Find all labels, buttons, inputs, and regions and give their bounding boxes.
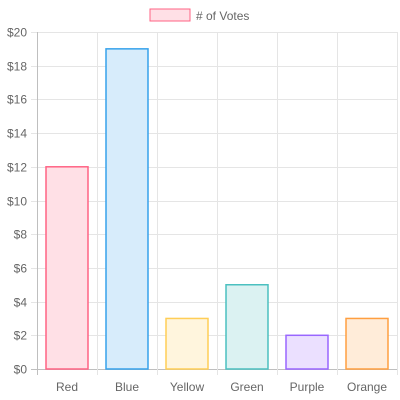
bar-blue[interactable] [105,48,149,370]
y-tick-label: $14 [7,127,27,141]
legend[interactable]: # of Votes [149,8,249,23]
x-tick-label: Purple [290,380,325,394]
x-axis-ticks: Red Blue Yellow Green Purple Orange [56,380,387,394]
bar-red[interactable] [45,166,89,370]
y-tick-label: $0 [14,363,28,377]
y-tick-label: $12 [7,161,27,175]
legend-swatch[interactable] [149,8,191,22]
y-tick-label: $20 [7,26,27,40]
y-axis-ticks: $0 $2 $4 $6 $8 $10 $12 $14 $16 $18 $20 [7,26,27,377]
bars [45,48,389,370]
bar-yellow[interactable] [165,317,209,370]
x-tick-label: Yellow [170,380,205,394]
x-tick-label: Green [230,380,263,394]
y-tick-label: $18 [7,60,27,74]
x-tick-label: Orange [347,380,387,394]
bar-green[interactable] [225,284,269,370]
x-tick-label: Red [56,380,78,394]
y-tick-label: $8 [14,228,28,242]
bar-purple[interactable] [285,334,329,370]
bar-orange[interactable] [345,317,389,370]
gridlines [31,32,398,375]
y-tick-label: $6 [14,262,28,276]
y-tick-label: $10 [7,195,27,209]
legend-label[interactable]: # of Votes [196,9,249,23]
y-tick-label: $2 [14,329,28,343]
y-tick-label: $4 [14,296,28,310]
x-tick-label: Blue [115,380,139,394]
y-tick-label: $16 [7,93,27,107]
